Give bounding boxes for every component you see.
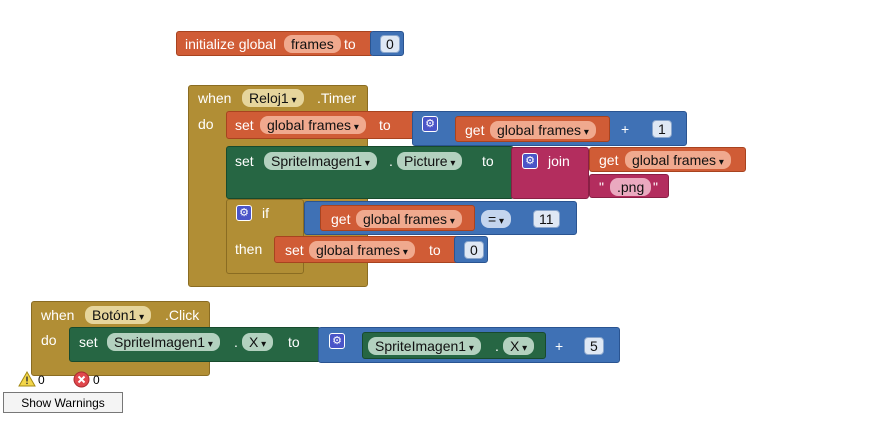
open-quote-label: " [599,179,604,195]
mutator-gear-icon[interactable]: ⚙ [329,333,345,349]
set-label: set [235,153,254,169]
dot-label: . [495,338,499,354]
then-label: then [235,241,263,257]
join-block[interactable]: ⚙ join [511,147,589,199]
initialize-global-label: initialize global [185,36,277,52]
get-component-dropdown[interactable]: SpriteImagen1 [368,337,481,355]
set-label: set [285,242,304,258]
get-global-frames-block[interactable]: get global frames [589,147,746,172]
set-sprite-picture-block[interactable]: set SpriteImagen1 . Picture to [226,146,514,199]
get-label: get [465,122,485,138]
get-var-dropdown[interactable]: global frames [490,121,596,139]
set-var-dropdown[interactable]: global frames [309,241,415,259]
to-label: to [482,153,494,169]
mutator-gear-icon[interactable]: ⚙ [522,153,538,169]
get-label: get [331,211,351,227]
set-label: set [79,334,98,350]
plus-operator-label: + [555,338,564,354]
get-var-dropdown[interactable]: global frames [356,210,462,228]
dot-label: . [389,153,393,169]
show-warnings-button[interactable]: Show Warnings [3,392,123,413]
set-global-frames-block[interactable]: set global frames to [226,111,416,139]
number-field[interactable]: 11 [533,210,560,228]
set-sprite-x-block[interactable]: set SpriteImagen1 . X to [69,327,321,362]
global-var-name-field[interactable]: frames [284,35,341,53]
click-event-label: .Click [165,307,200,323]
when-label: when [41,307,75,323]
close-quote-label: " [653,179,658,195]
number-field[interactable]: 0 [380,35,400,53]
set-label: set [235,117,254,133]
plus-operator-label: + [621,121,630,137]
get-label: get [599,152,619,168]
to-label: to [288,334,300,350]
dot-label: . [234,334,238,350]
warning-count: 0 [38,373,45,387]
error-icon[interactable] [73,371,90,388]
set-var-dropdown[interactable]: global frames [260,116,366,134]
when-label: when [198,90,232,106]
number-block[interactable]: 0 [370,31,404,56]
text-value-field[interactable]: .png [610,178,652,196]
set-component-dropdown[interactable]: SpriteImagen1 [107,333,220,351]
to-label: to [344,36,356,52]
property-dropdown[interactable]: Picture [397,152,463,170]
timer-component-dropdown[interactable]: Reloj1 [242,89,304,107]
get-sprite-x-block[interactable]: SpriteImagen1 . X [362,332,546,359]
join-label: join [548,153,570,169]
if-label: if [262,205,269,221]
get-global-frames-block[interactable]: get global frames [455,116,610,142]
mutator-gear-icon[interactable]: ⚙ [236,205,252,221]
mutator-gear-icon[interactable]: ⚙ [422,116,438,132]
property-dropdown[interactable]: X [242,333,274,351]
text-string-block[interactable]: " .png " [589,174,669,198]
set-global-frames-block[interactable]: set global frames to [274,236,462,263]
number-block[interactable]: 0 [454,236,488,263]
timer-event-label: .Timer [317,90,357,106]
get-var-dropdown[interactable]: global frames [625,151,731,169]
property-dropdown[interactable]: X [503,337,535,355]
error-count: 0 [93,373,100,387]
number-field[interactable]: 1 [652,120,672,138]
to-label: to [429,242,441,258]
number-field[interactable]: 0 [464,241,484,259]
warning-icon[interactable] [18,370,36,387]
do-label: do [41,332,57,348]
to-label: to [379,117,391,133]
compare-operator-dropdown[interactable]: = [481,210,511,228]
set-component-dropdown[interactable]: SpriteImagen1 [264,152,377,170]
do-label: do [198,116,214,132]
get-global-frames-block[interactable]: get global frames [320,205,475,231]
click-component-dropdown[interactable]: Botón1 [85,306,152,324]
initialize-global-block[interactable]: initialize global frames to [176,31,374,56]
number-field[interactable]: 5 [584,337,604,355]
